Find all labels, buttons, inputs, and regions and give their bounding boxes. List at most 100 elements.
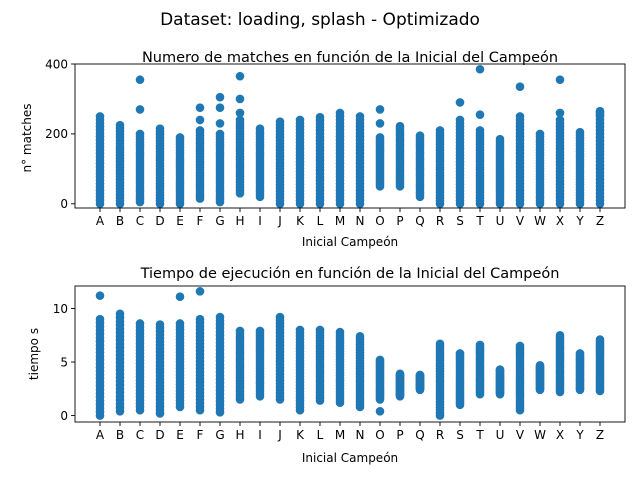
data-point <box>375 119 385 128</box>
x-tick-label: Q <box>415 214 424 228</box>
data-point <box>255 124 265 133</box>
subplot-matches: Numero de matches en función de la Inici… <box>20 50 626 249</box>
x-tick-label: P <box>396 214 403 228</box>
x-tick-label: H <box>235 214 244 228</box>
x-tick-label: U <box>496 428 505 442</box>
subplot-title: Numero de matches en función de la Inici… <box>142 50 558 66</box>
subplot-title: Tiempo de ejecución en función de la Ini… <box>140 266 560 282</box>
data-point <box>195 115 205 125</box>
x-tick-label: F <box>197 428 204 442</box>
data-point <box>115 120 125 130</box>
data-point <box>355 112 365 121</box>
x-tick-label: I <box>258 428 262 442</box>
data-point <box>495 365 505 374</box>
data-point <box>295 325 305 335</box>
x-tick-label: I <box>258 214 262 228</box>
data-point <box>275 117 285 126</box>
x-tick-label: C <box>136 428 144 442</box>
data-point <box>95 291 105 300</box>
x-tick-label: X <box>556 214 564 228</box>
data-point <box>195 103 205 112</box>
x-tick-label: C <box>136 214 144 228</box>
x-tick-label: Q <box>415 428 424 442</box>
data-point <box>535 129 545 139</box>
x-tick-label: R <box>436 428 444 442</box>
y-tick-label: 400 <box>45 57 68 71</box>
data-point <box>455 98 465 107</box>
figure-suptitle: Dataset: loading, splash - Optimizado <box>160 10 480 30</box>
x-tick-label: S <box>456 428 464 442</box>
x-tick-label: Z <box>596 428 604 442</box>
plot-frame <box>74 285 626 423</box>
data-point <box>535 360 545 370</box>
data-point <box>555 108 565 118</box>
data-point <box>475 126 485 135</box>
data-point <box>195 287 205 296</box>
data-point <box>175 292 185 302</box>
data-point <box>495 134 505 144</box>
data-point <box>235 326 245 336</box>
data-point <box>135 319 145 328</box>
x-tick-label: V <box>516 428 525 442</box>
data-point <box>515 82 525 92</box>
data-point <box>295 115 305 125</box>
x-tick-label: N <box>356 214 365 228</box>
data-point <box>135 129 145 139</box>
data-point <box>475 110 485 119</box>
data-point <box>115 309 125 319</box>
y-tick-labels: 0 5 10 <box>53 302 75 423</box>
x-tick-label: L <box>317 428 324 442</box>
x-tick-label: V <box>516 214 525 228</box>
x-tick-label: A <box>96 214 105 228</box>
x-tick-label: D <box>155 214 164 228</box>
data-point <box>595 110 605 119</box>
data-point <box>315 325 325 335</box>
x-tick-label: M <box>335 428 345 442</box>
x-tick-label: T <box>475 214 484 228</box>
data-point <box>395 369 405 379</box>
data-point <box>215 119 225 128</box>
data-point <box>195 314 205 324</box>
x-axis-label: Inicial Campeón <box>302 235 398 249</box>
x-tick-label: K <box>296 214 305 228</box>
data-point <box>155 124 165 133</box>
x-tick-label: O <box>375 428 384 442</box>
y-tick-label: 10 <box>53 302 68 316</box>
x-tick-label: Y <box>575 214 584 228</box>
data-point <box>575 127 585 137</box>
scatter-points <box>95 64 605 209</box>
data-point <box>235 115 245 125</box>
x-tick-label: U <box>496 214 505 228</box>
data-point <box>375 355 385 365</box>
subplot-time: Tiempo de ejecución en función de la Ini… <box>27 266 626 465</box>
plot-frame <box>74 63 626 209</box>
data-point <box>335 108 345 118</box>
x-tick-label: S <box>456 214 464 228</box>
y-tick-labels: 0 200 400 <box>45 57 75 211</box>
data-point <box>395 121 405 131</box>
y-tick-label: 5 <box>60 355 68 369</box>
x-tick-label: G <box>215 214 224 228</box>
data-point <box>575 349 585 358</box>
data-point <box>315 112 325 122</box>
x-tick-label: L <box>317 214 324 228</box>
data-point <box>135 75 145 85</box>
data-point <box>195 126 205 135</box>
data-point <box>215 129 225 139</box>
y-tick-label: 0 <box>60 409 68 423</box>
x-tick-label: F <box>197 214 204 228</box>
data-point <box>375 105 385 114</box>
data-point <box>235 108 245 118</box>
data-point <box>375 406 385 416</box>
data-point <box>275 312 285 322</box>
data-point <box>335 327 345 337</box>
x-axis-label: Inicial Campeón <box>302 451 398 465</box>
data-point <box>555 75 565 85</box>
y-axis-label: tiempo s <box>27 328 41 380</box>
x-tick-label: Y <box>575 428 584 442</box>
y-tick-label: 200 <box>45 127 68 141</box>
data-point <box>215 92 225 102</box>
